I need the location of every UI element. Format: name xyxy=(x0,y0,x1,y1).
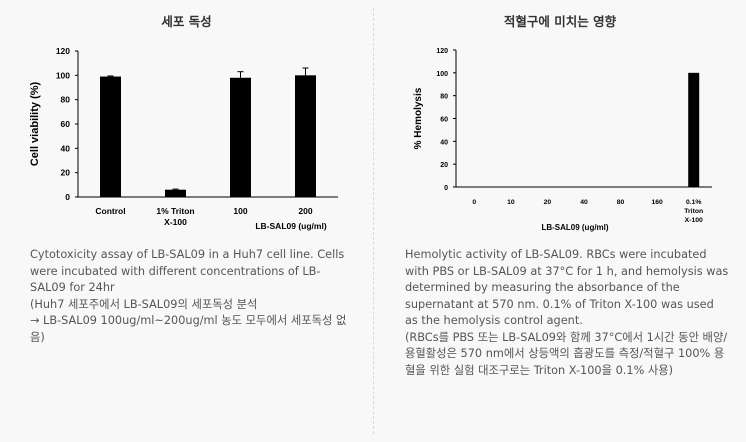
x-tick-label: 160 xyxy=(651,199,663,206)
x-tick-label: 10 xyxy=(507,199,515,206)
y-tick-label: 100 xyxy=(56,70,70,80)
y-tick-label: 0 xyxy=(65,192,70,202)
x-tick-label: 1% Triton xyxy=(156,206,194,216)
bar xyxy=(165,189,186,197)
hemolysis-chart: 0 20 40 60 80 100 120 0 10 20 40 80 160 0.1% Triton X-1… xyxy=(413,48,712,232)
y-tick-label: 120 xyxy=(56,46,70,56)
y-tick-label: 60 xyxy=(440,117,448,124)
x-tick-label: 80 xyxy=(617,199,625,206)
hemolysis-panel: 적혈구에 미치는 영향 0 20 40 60 80 100 120 0 10 20 40 80 160 0… xyxy=(374,0,746,442)
x-tick-label: X-100 xyxy=(685,217,703,224)
x-tick-label: 0 xyxy=(472,199,476,206)
x-tick-label: Control xyxy=(95,206,125,216)
y-tick-label: 80 xyxy=(61,95,71,105)
cytotoxicity-title: 세포 독성 xyxy=(161,14,212,29)
x-tick-label: 200 xyxy=(298,206,312,216)
hemolysis-caption: Hemolytic activity of LB-SAL09. RBCs wer… xyxy=(405,248,729,377)
hemolysis-title: 적혈구에 미치는 영향 xyxy=(503,14,617,29)
x-tick-label: X-100 xyxy=(164,217,187,227)
y-tick-label: 0 xyxy=(444,185,448,192)
cytotoxicity-caption: Cytotoxicity assay of LB-SAL09 in a Huh7… xyxy=(30,248,347,344)
y-tick-label: 80 xyxy=(440,94,448,101)
y-axis-title: Cell viability (%) xyxy=(29,81,41,166)
x-tick-label: 0.1% xyxy=(686,199,702,206)
bar xyxy=(688,72,700,187)
x-axis-title: LB-SAL09 (ug/ml) xyxy=(255,221,326,231)
bar xyxy=(100,76,121,197)
y-tick-label: 120 xyxy=(436,48,448,55)
x-tick-label: 20 xyxy=(544,199,552,206)
y-tick-label: 40 xyxy=(61,143,71,153)
y-tick-label: 60 xyxy=(61,119,71,129)
x-tick-label: 100 xyxy=(233,206,247,216)
y-tick-label: 20 xyxy=(61,168,71,178)
panel-divider xyxy=(373,8,374,434)
y-tick-label: 100 xyxy=(436,71,448,78)
y-axis-title: % Hemolysis xyxy=(413,87,424,149)
y-tick-label: 40 xyxy=(440,139,448,146)
x-axis-title: LB-SAL09 (ug/ml) xyxy=(541,223,608,232)
x-tick-label: Triton xyxy=(684,208,703,215)
cytotoxicity-panel: 세포 독성 0 20 40 60 80 100 120 Control 1% Triton X-1… xyxy=(29,14,347,344)
y-tick-label: 20 xyxy=(440,162,448,169)
x-tick-label: 40 xyxy=(580,199,588,206)
bar xyxy=(295,75,316,197)
bar xyxy=(230,77,251,197)
